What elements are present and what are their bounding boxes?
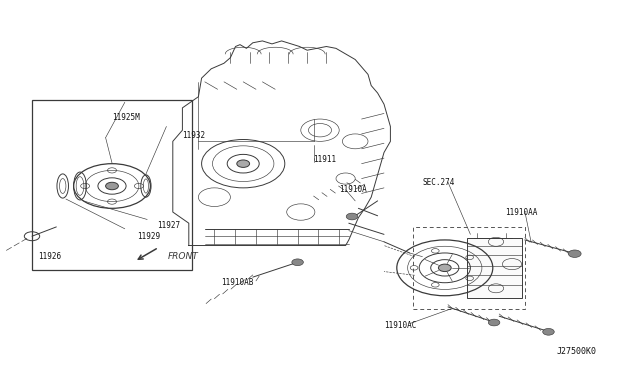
Circle shape	[543, 328, 554, 335]
Text: FRONT: FRONT	[168, 252, 198, 261]
Text: 11932: 11932	[182, 131, 205, 140]
Text: J27500K0: J27500K0	[557, 347, 596, 356]
Text: SEC.274: SEC.274	[422, 178, 455, 187]
Text: 11926: 11926	[38, 252, 61, 261]
Bar	[467, 238, 522, 298]
Text: 11911: 11911	[314, 155, 337, 164]
Circle shape	[237, 160, 250, 167]
Circle shape	[346, 213, 358, 220]
Bar	[32, 100, 192, 270]
Text: 11929: 11929	[138, 232, 161, 241]
Text: 11927: 11927	[157, 221, 180, 230]
Text: 11910A: 11910A	[339, 185, 367, 194]
Circle shape	[438, 264, 451, 272]
Text: 11910AB: 11910AB	[221, 278, 253, 287]
Circle shape	[568, 250, 581, 257]
Text: 11910AA: 11910AA	[506, 208, 538, 217]
Circle shape	[292, 259, 303, 266]
Circle shape	[106, 182, 118, 190]
Text: 11925M: 11925M	[112, 113, 140, 122]
Text: 11910AC: 11910AC	[384, 321, 417, 330]
Circle shape	[488, 319, 500, 326]
Bar	[413, 227, 525, 309]
